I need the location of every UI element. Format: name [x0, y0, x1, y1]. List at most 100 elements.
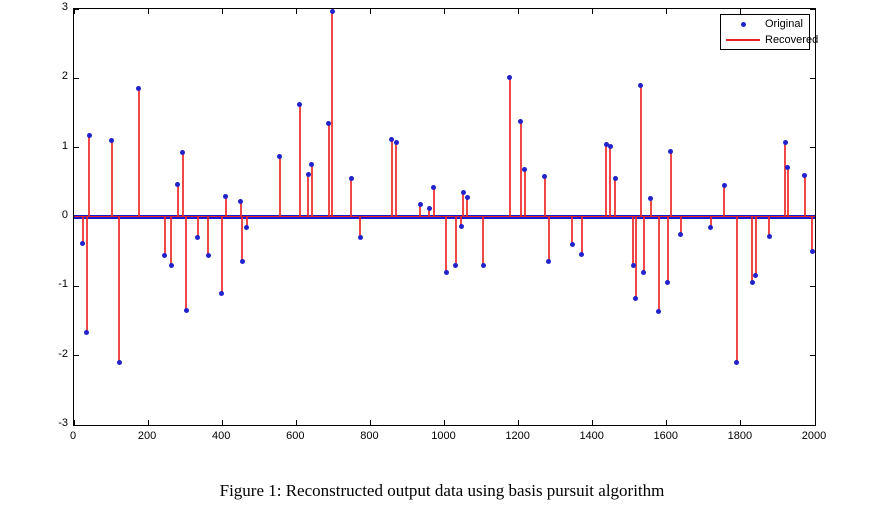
recovered-spike-line — [523, 169, 526, 217]
legend-marker-cell — [721, 21, 765, 27]
recovered-spike-line — [754, 217, 757, 276]
recovered-spike-line — [709, 217, 712, 228]
original-data-point-dot — [809, 249, 815, 255]
y-axis-tick-label: 3 — [61, 1, 68, 13]
original-data-point-dot — [668, 149, 673, 155]
original-data-point-dot — [426, 206, 432, 212]
y-axis-tick-label: 0 — [61, 209, 68, 221]
x-axis-tick-label: 800 — [360, 430, 379, 442]
recovered-spike-line — [460, 217, 463, 226]
legend-item-original: Original — [721, 18, 809, 31]
x-axis-tick-label: 600 — [286, 430, 305, 442]
recovered-spike-line — [395, 142, 398, 217]
original-data-point-dot — [603, 141, 609, 147]
recovered-spike-line — [454, 217, 457, 266]
x-axis-tick — [147, 9, 149, 14]
y-axis-tick-label: -2 — [58, 347, 68, 360]
recovered-spike-line — [609, 146, 612, 217]
original-data-point-dot — [638, 82, 644, 88]
recovered-spike-line — [482, 217, 485, 266]
original-data-point-dot — [648, 196, 654, 202]
recovered-spike-line — [137, 88, 140, 217]
recovered-spike-line — [634, 217, 637, 299]
recovered-spike-line — [735, 217, 738, 363]
recovered-spike-line — [639, 85, 642, 217]
recovered-spike-line — [181, 152, 184, 217]
original-data-point-dot — [80, 240, 86, 246]
original-data-point-dot — [205, 253, 211, 259]
recovered-spike-line — [466, 197, 469, 217]
recovered-spike-line — [768, 217, 771, 237]
recovered-spike-line — [580, 217, 583, 255]
recovered-spike-line — [390, 139, 393, 217]
original-data-point-dot — [86, 132, 92, 138]
recovered-spike-line — [278, 156, 281, 217]
x-axis-tick — [73, 420, 75, 425]
original-data-point-dot — [507, 75, 513, 81]
recovered-spike-line — [657, 217, 660, 312]
x-axis-tick — [295, 9, 297, 14]
original-data-point-dot — [180, 150, 186, 156]
x-axis-tick — [221, 420, 223, 425]
original-data-point-dot — [84, 330, 90, 336]
x-axis-tick — [444, 420, 445, 425]
original-data-point-dot — [326, 120, 332, 126]
recovered-spike-line — [163, 217, 166, 256]
original-data-point-dot — [195, 235, 201, 241]
y-axis-tick-label: 2 — [61, 70, 68, 83]
y-axis-tick — [74, 8, 79, 10]
recovered-spike-line — [110, 140, 113, 217]
original-data-point-dot — [239, 258, 245, 264]
y-axis-tick — [810, 424, 815, 426]
recovered-spike-line — [85, 217, 88, 333]
x-axis-tick — [740, 9, 742, 14]
y-axis-tick — [74, 355, 79, 357]
recovered-spike-line — [307, 174, 310, 217]
original-data-point-dot — [782, 139, 788, 145]
x-axis-tick — [814, 420, 816, 425]
recovered-spike-line — [784, 142, 787, 217]
x-axis-tick-label: 1000 — [431, 430, 456, 442]
recovered-spike-line — [419, 204, 422, 217]
original-data-point-dot — [480, 263, 486, 269]
original-data-point-dot — [460, 189, 466, 195]
y-axis-tick-label: 1 — [61, 139, 68, 152]
recovered-spike-line — [642, 217, 645, 273]
original-data-point-dot — [749, 280, 755, 286]
recovered-spike-line — [170, 217, 173, 266]
recovered-spike-line — [196, 217, 199, 238]
y-axis-tick-label: -1 — [58, 278, 68, 291]
recovered-spike-line — [185, 217, 188, 311]
x-axis-tick — [814, 9, 816, 14]
original-data-point-dot — [453, 263, 459, 269]
recovered-spike-line — [751, 217, 754, 283]
original-data-point-dot — [569, 242, 575, 248]
recovered-spike-line — [239, 201, 242, 217]
y-axis-tick — [74, 77, 79, 79]
recovered-spike-line — [88, 135, 91, 217]
x-axis-tick — [518, 420, 520, 425]
legend-item-recovered: Recovered — [721, 34, 818, 47]
x-axis-tick-label: 1200 — [505, 430, 530, 442]
y-axis-tick — [74, 147, 79, 149]
recovered-spike-line — [786, 167, 789, 217]
original-data-point-dot — [297, 102, 303, 108]
original-data-point-dot — [183, 308, 189, 314]
recovered-spike-line — [220, 217, 223, 294]
original-dot-icon — [740, 21, 746, 27]
recovered-spike-line — [811, 217, 814, 252]
original-data-point-dot — [417, 202, 423, 208]
recovered-spike-line — [571, 217, 574, 245]
x-axis-tick — [592, 420, 594, 425]
x-axis-tick-label: 2000 — [801, 430, 827, 442]
x-axis-tick-label: 1800 — [727, 430, 753, 442]
legend-label-original: Original — [765, 18, 803, 30]
x-axis-tick — [518, 9, 520, 14]
original-data-point-dot — [109, 138, 115, 144]
recovered-spike-line — [428, 208, 431, 217]
recovered-spike-line — [803, 175, 806, 217]
recovered-spike-line — [241, 217, 244, 262]
original-data-point-dot — [612, 176, 618, 182]
original-data-point-dot — [162, 252, 168, 258]
